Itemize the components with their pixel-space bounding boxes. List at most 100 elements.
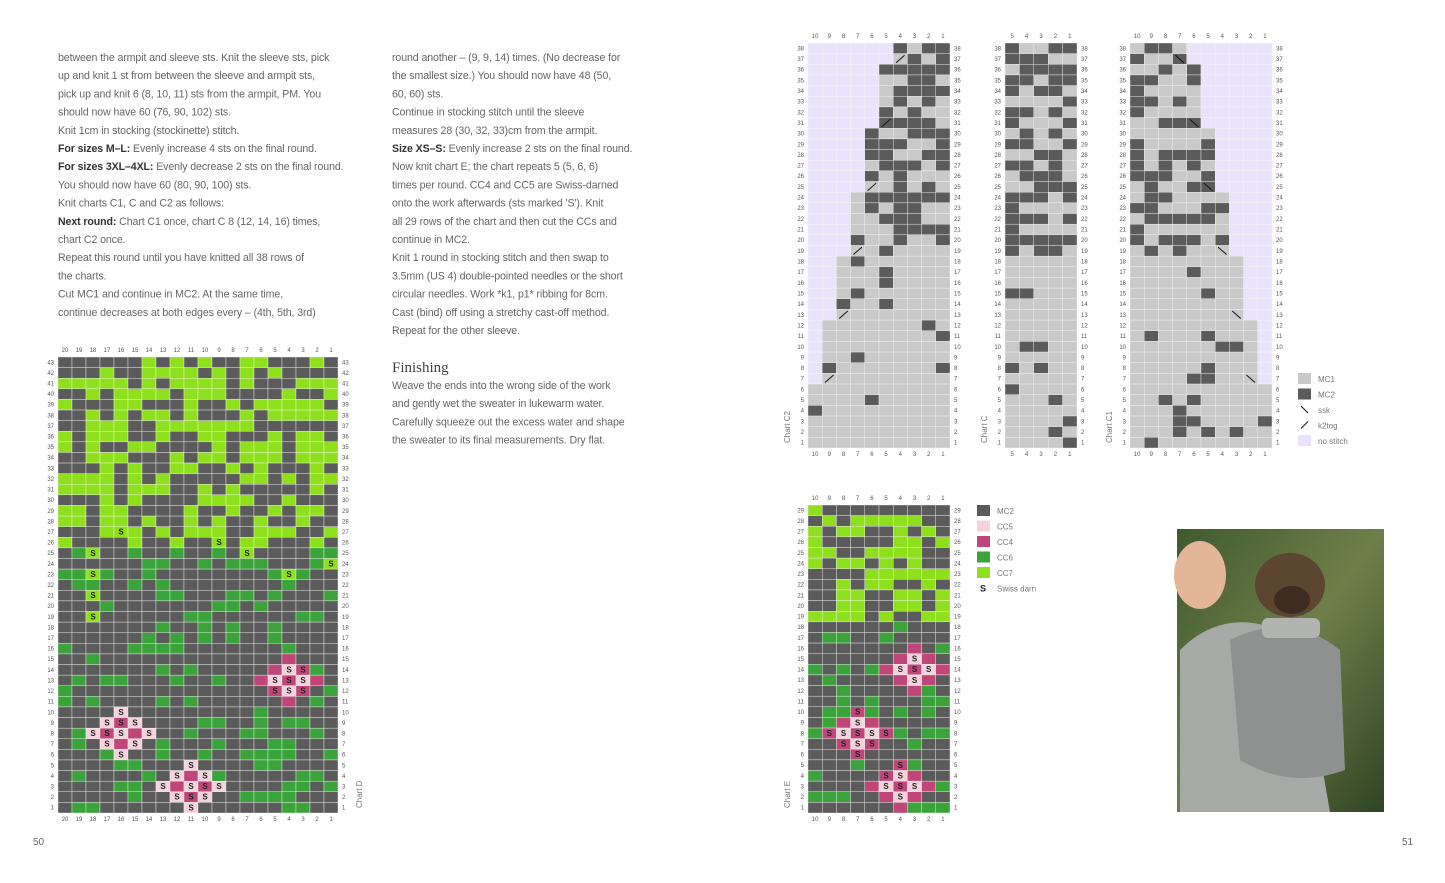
col-label: 4 — [1221, 34, 1225, 40]
chart-cell — [85, 462, 101, 474]
chart-cell — [921, 632, 936, 644]
chart-cell — [1229, 234, 1244, 246]
chart-cell — [323, 388, 339, 400]
chart-cell — [183, 653, 199, 665]
row-label: 16 — [1119, 281, 1126, 287]
chart-cell — [1200, 64, 1216, 76]
chart-cell — [225, 356, 241, 368]
chart-cell — [878, 706, 894, 718]
chart-cell — [183, 590, 199, 602]
chart-cell — [99, 378, 115, 390]
chart-cell — [807, 706, 823, 718]
chart-cell — [1033, 117, 1049, 129]
chart-cell — [921, 298, 936, 310]
row-label: 22 — [342, 583, 349, 589]
chart-cell — [309, 388, 325, 400]
chart-cell — [1186, 138, 1202, 150]
section-heading: Finishing — [392, 360, 449, 376]
chart-cell — [281, 441, 297, 453]
chart-cell — [1243, 287, 1258, 299]
row-label: 29 — [342, 509, 349, 515]
chart-cell — [267, 526, 283, 538]
chart-cell — [1214, 341, 1230, 353]
chart-cell — [323, 706, 339, 718]
chart-cell — [935, 579, 951, 591]
col-label: 4 — [899, 817, 903, 823]
col-label: 7 — [856, 496, 860, 502]
chart-cell — [864, 780, 880, 792]
row-label: 18 — [994, 259, 1001, 265]
chart-cell — [1062, 437, 1078, 449]
chart-cell — [253, 568, 269, 580]
row-label: 43 — [342, 360, 349, 366]
swiss-darn-mark: S — [883, 771, 889, 780]
chart-cell — [935, 727, 951, 739]
row-label: 24 — [1119, 196, 1126, 202]
row-label: 36 — [1276, 68, 1283, 74]
chart-cell — [1143, 437, 1159, 449]
row-label: 8 — [342, 731, 346, 737]
chart-cell — [309, 802, 325, 814]
chart-cell — [1129, 149, 1145, 161]
chart-cell — [197, 378, 213, 390]
chart-cell — [850, 536, 865, 548]
chart-cell — [295, 568, 311, 580]
chart-cell — [1129, 394, 1145, 406]
chart-cell — [1186, 170, 1202, 182]
chart-cell — [99, 696, 115, 708]
chart-cell — [99, 462, 115, 474]
chart-cell — [864, 749, 880, 761]
chart-cell — [878, 547, 894, 559]
chart-cell — [1186, 319, 1202, 331]
row-label: 25 — [954, 185, 961, 191]
row-label: 27 — [342, 530, 349, 536]
chart-cell — [1186, 234, 1202, 246]
chart-cell — [1257, 245, 1273, 257]
chart-cell — [850, 568, 865, 580]
chart-cell — [893, 415, 908, 427]
chart-cell — [1229, 96, 1244, 108]
chart-cell — [1129, 266, 1145, 278]
chart-cell — [836, 213, 851, 225]
chart-cell — [281, 621, 297, 633]
row-label: 3 — [954, 784, 958, 790]
chart-cell — [197, 515, 213, 527]
chart-cell — [1004, 96, 1020, 108]
chart-cell — [225, 388, 241, 400]
chart-cell — [864, 234, 880, 246]
chart-cell — [1257, 202, 1273, 214]
chart-cell — [141, 653, 157, 665]
chart-cell — [807, 160, 823, 172]
chart-cell — [281, 462, 297, 474]
chart-cell — [281, 494, 297, 506]
row-label: 16 — [1081, 281, 1088, 287]
chart-cell — [57, 685, 73, 697]
col-label: 7 — [856, 452, 860, 458]
row-label: 22 — [954, 217, 961, 223]
chart-cell — [323, 738, 339, 750]
chart-cell — [893, 426, 908, 438]
chart-cell — [1243, 138, 1258, 150]
text-line: For sizes 3XL–4XL: Evenly decrease 2 sts… — [58, 161, 344, 173]
row-label: 32 — [994, 110, 1001, 116]
chart-cell — [127, 685, 143, 697]
chart-cell — [141, 399, 157, 411]
chart-cell — [935, 64, 951, 76]
chart-cell — [211, 621, 227, 633]
chart-cell — [169, 367, 185, 379]
row-label: 32 — [1081, 110, 1088, 116]
row-label: 21 — [994, 228, 1001, 234]
chart-cell — [309, 643, 325, 655]
row-label: 9 — [801, 355, 805, 361]
row-label: 8 — [51, 731, 55, 737]
bold-lead: For sizes M–L: — [58, 143, 130, 155]
row-label: 36 — [1119, 68, 1126, 74]
chart-cell — [309, 431, 325, 443]
row-label: 33 — [1276, 100, 1283, 106]
chart-name: Chart E — [783, 781, 792, 808]
chart-cell — [907, 759, 922, 771]
chart-cell — [253, 727, 269, 739]
row-label: 12 — [797, 689, 804, 695]
